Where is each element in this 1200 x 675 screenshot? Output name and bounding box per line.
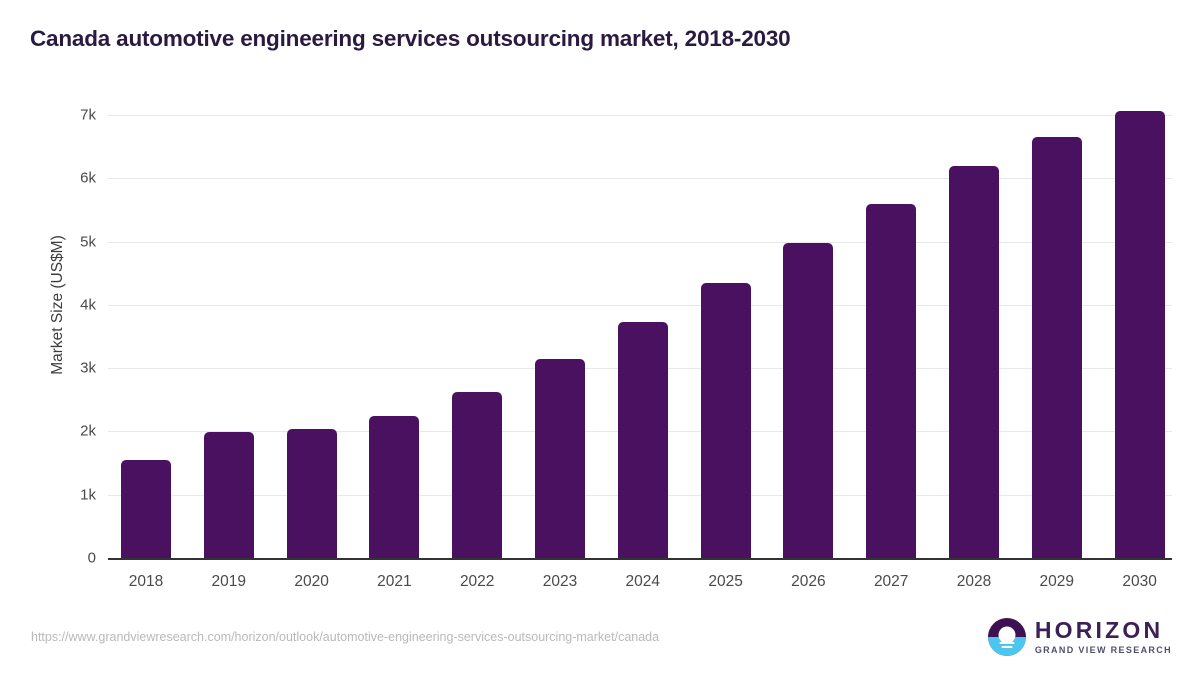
chart-title: Canada automotive engineering services o… [30, 26, 791, 51]
y-tick-0: 0 [87, 549, 96, 567]
horizon-sun-circle-icon [987, 618, 1026, 656]
x-tick-2029: 2029 [1039, 573, 1075, 590]
x-tick-2020: 2020 [294, 573, 329, 590]
bar-2026[interactable] [783, 242, 834, 558]
logo-text-block: HORIZON GRAND VIEW RESEARCH [1035, 619, 1172, 655]
gridline-5k [108, 241, 1172, 243]
x-tick-2022: 2022 [459, 573, 495, 590]
y-tick-2k: 2k [80, 422, 96, 440]
bar-series [108, 111, 1172, 558]
source-url[interactable]: https://www.grandviewresearch.com/horizo… [31, 630, 660, 644]
horizon-logo: HORIZON GRAND VIEW RESEARCH [987, 618, 1172, 656]
x-tick-2023: 2023 [542, 573, 578, 590]
gridline-6k [108, 178, 1172, 180]
x-tick-2025: 2025 [708, 573, 743, 590]
logo-ray-one [999, 642, 1015, 644]
x-tick-2026: 2026 [791, 573, 826, 590]
bar-2021[interactable] [369, 416, 420, 558]
logo-wordmark: HORIZON [1034, 617, 1164, 643]
y-tick-7k: 7k [80, 106, 96, 124]
y-tick-3k: 3k [80, 359, 96, 377]
bar-2023[interactable] [535, 358, 585, 558]
bar-2025[interactable] [700, 282, 751, 558]
y-tick-5k: 5k [80, 233, 96, 251]
logo-ray-two [1001, 646, 1013, 648]
y-tick-1k: 1k [80, 486, 96, 504]
x-tick-2028: 2028 [956, 573, 992, 590]
y-tick-4k: 4k [80, 296, 96, 314]
gridline-4k [108, 304, 1172, 306]
gridline-7k [108, 115, 1172, 116]
bar-2030[interactable] [1114, 111, 1165, 558]
logo-sun-shape [998, 626, 1016, 644]
gridline-0 [108, 558, 1172, 560]
bar-2018[interactable] [121, 459, 171, 558]
bar-2027[interactable] [866, 203, 917, 558]
x-tick-2024: 2024 [625, 573, 661, 590]
logo-subtitle: GRAND VIEW RESEARCH [1034, 645, 1172, 655]
bar-2029[interactable] [1031, 137, 1082, 558]
bar-2019[interactable] [203, 432, 254, 558]
x-tick-2027: 2027 [873, 573, 909, 590]
x-tick-2030: 2030 [1122, 573, 1157, 590]
bar-2028[interactable] [949, 166, 999, 558]
x-tick-2018: 2018 [128, 573, 164, 590]
x-tick-2021: 2021 [377, 573, 412, 590]
y-tick-6k: 6k [80, 169, 96, 187]
bar-2022[interactable] [452, 392, 503, 558]
bar-2024[interactable] [617, 321, 668, 558]
bar-2020[interactable] [286, 428, 337, 558]
x-tick-2019: 2019 [211, 573, 247, 590]
